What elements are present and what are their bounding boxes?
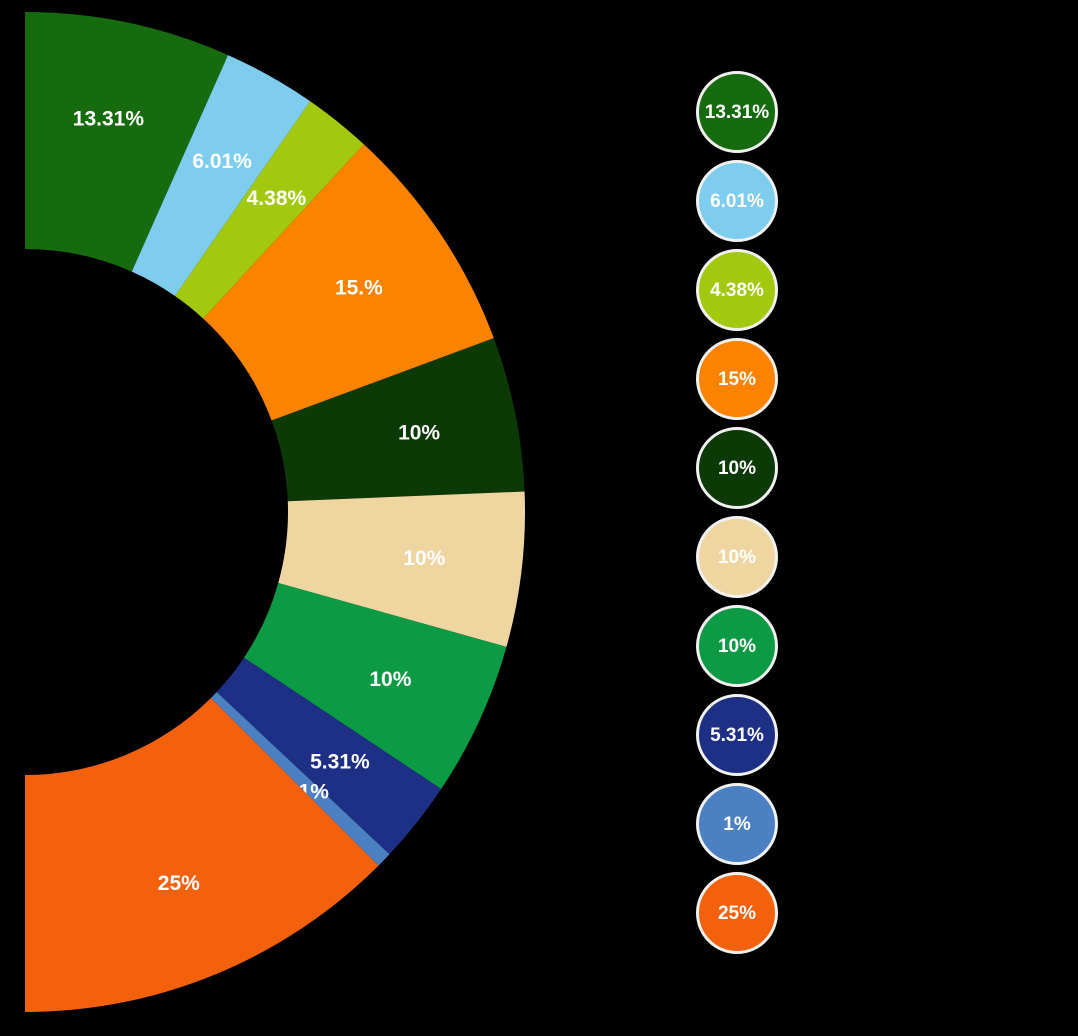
legend-item-6[interactable]: 10% (696, 605, 778, 687)
legend-item-4[interactable]: 10% (696, 427, 778, 509)
donut-slice-8[interactable] (210, 692, 390, 866)
donut-slice-label-4: 10% (398, 421, 440, 444)
donut-slice-6[interactable] (243, 582, 507, 790)
legend-item-label-8: 1% (723, 813, 751, 835)
legend-item-5[interactable]: 10% (696, 516, 778, 598)
legend-item-7[interactable]: 5.31% (696, 694, 778, 776)
legend-item-3[interactable]: 15% (696, 338, 778, 420)
legend-item-8[interactable]: 1% (696, 783, 778, 865)
legend-item-label-2: 4.38% (710, 279, 764, 301)
donut-slice-label-2: 4.38% (247, 187, 307, 210)
donut-slice-label-3: 15.% (335, 277, 383, 300)
donut-slice-4[interactable] (271, 338, 525, 502)
legend-item-0[interactable]: 13.31% (696, 71, 778, 153)
donut-slice-7[interactable] (216, 657, 442, 855)
donut-slice-label-5: 10% (403, 547, 445, 570)
legend-item-label-0: 13.31% (704, 101, 770, 123)
legend-item-label-4: 10% (717, 457, 757, 479)
legend-item-9[interactable]: 25% (696, 872, 778, 954)
donut-slice-0[interactable] (25, 12, 229, 272)
legend-item-2[interactable]: 4.38% (696, 249, 778, 331)
legend-item-label-5: 10% (717, 546, 757, 568)
legend-item-label-6: 10% (717, 635, 757, 657)
donut-slice-label-0: 13.31% (73, 107, 145, 130)
donut-slice-9[interactable] (25, 697, 379, 1012)
donut-slice-5[interactable] (278, 491, 526, 647)
donut-slice-label-7: 5.31% (310, 750, 370, 773)
donut-slice-1[interactable] (131, 55, 311, 296)
legend-item-label-1: 6.01% (710, 190, 764, 212)
legend-item-label-3: 15% (717, 368, 757, 390)
donut-slice-label-6: 10% (369, 668, 411, 691)
legend-item-1[interactable]: 6.01% (696, 160, 778, 242)
donut-slice-3[interactable] (203, 144, 494, 421)
chart-legend: 13.31% 6.01% 4.38% 15% 10% 10% 10% 5.31% 1% 25% (696, 71, 778, 954)
donut-slice-2[interactable] (174, 101, 364, 319)
donut-slice-label-1: 6.01% (192, 150, 252, 173)
legend-item-label-9: 25% (717, 902, 757, 924)
donut-slice-label-9: 25% (158, 872, 200, 895)
legend-item-label-7: 5.31% (710, 724, 764, 746)
